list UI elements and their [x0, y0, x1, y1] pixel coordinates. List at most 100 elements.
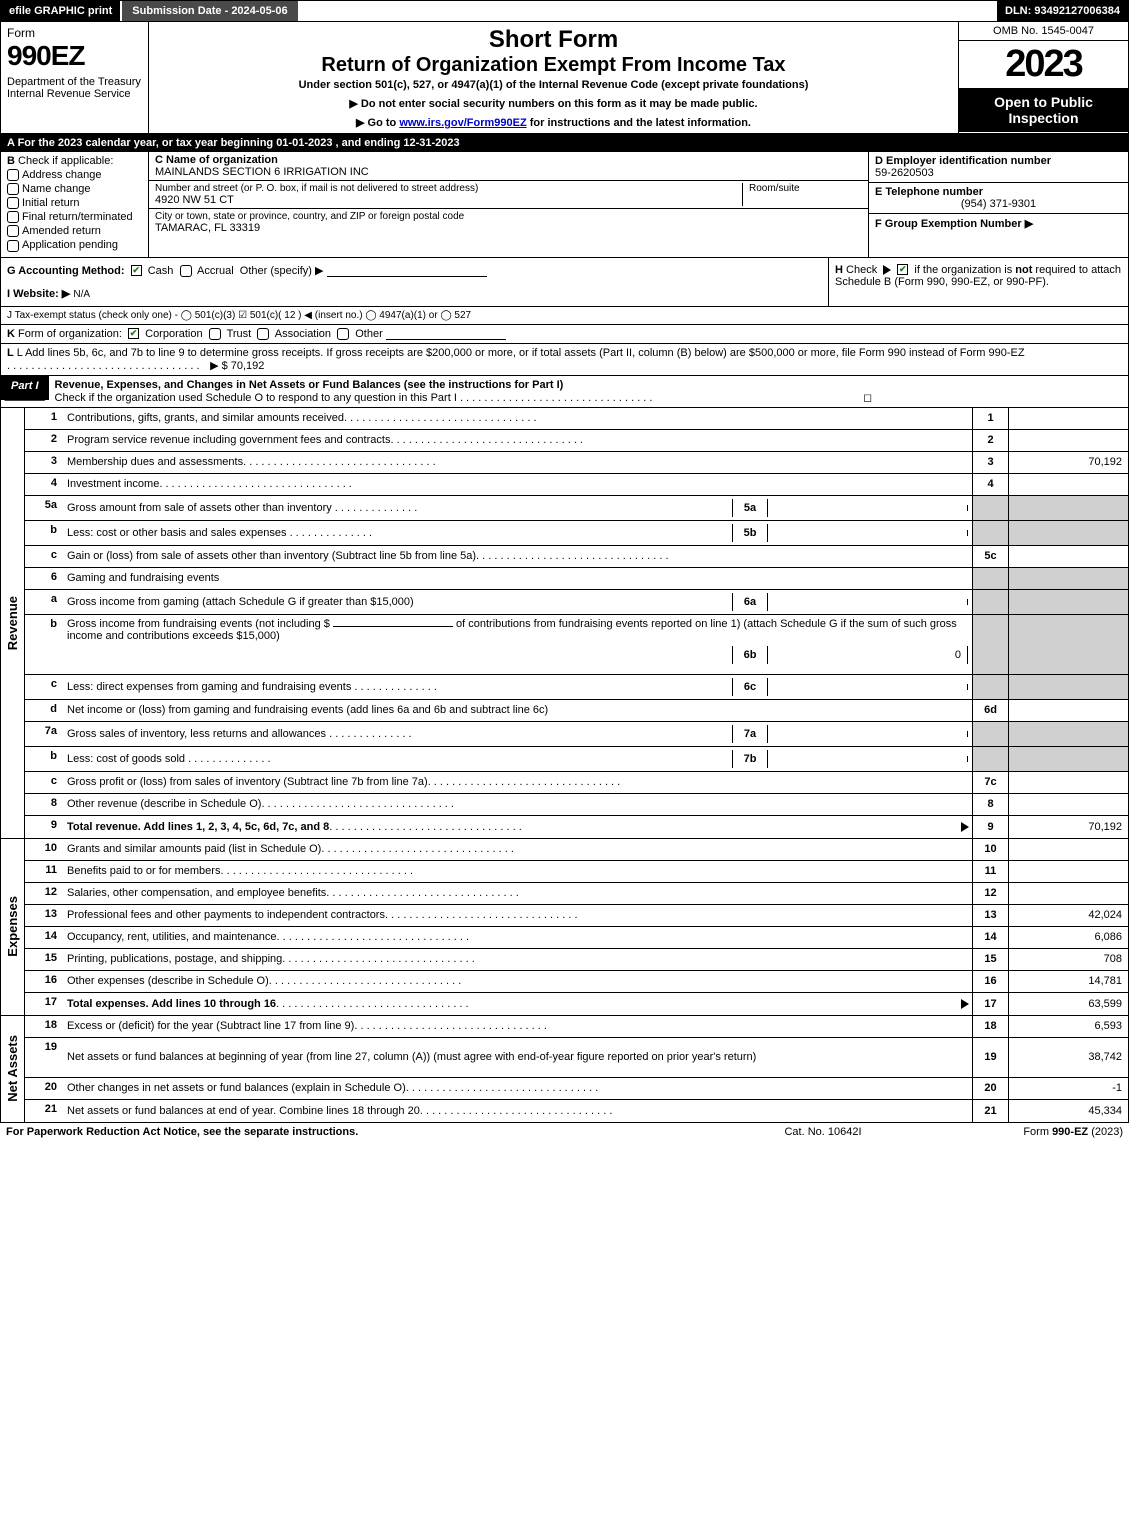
line-7b: bLess: cost of goods sold7b [25, 747, 1128, 772]
part1-desc: Revenue, Expenses, and Changes in Net As… [49, 376, 1128, 407]
line-14: 14Occupancy, rent, utilities, and mainte… [25, 927, 1128, 949]
val-3: 70,192 [1008, 452, 1128, 473]
chk-accrual[interactable] [180, 265, 192, 277]
triangle-icon [883, 265, 891, 275]
ein-value: 59-2620503 [875, 167, 934, 179]
form-number: 990EZ [7, 40, 142, 72]
revenue-side-label: Revenue [1, 408, 25, 838]
submission-date: Submission Date - 2024-05-06 [120, 1, 297, 21]
line-6: 6Gaming and fundraising events [25, 568, 1128, 590]
e-label: E Telephone number [875, 186, 983, 198]
chk-initial[interactable]: Initial return [7, 197, 142, 209]
ein-cell: D Employer identification number 59-2620… [869, 152, 1128, 183]
f-label: F Group Exemption Number ▶ [875, 218, 1033, 230]
val-20: -1 [1008, 1078, 1128, 1099]
row-i: I Website: ▶ N/A [7, 287, 822, 300]
line-17: 17Total expenses. Add lines 10 through 1… [25, 993, 1128, 1015]
goto-post: for instructions and the latest informat… [527, 117, 751, 129]
chk-amended[interactable]: Amended return [7, 225, 142, 237]
line-11: 11Benefits paid to or for members 11 [25, 861, 1128, 883]
val-6b: 0 [768, 646, 968, 664]
c-label: C Name of organization [155, 154, 278, 166]
chk-cash[interactable] [131, 265, 142, 276]
top-bar: efile GRAPHIC print Submission Date - 20… [0, 0, 1129, 22]
efile-print[interactable]: efile GRAPHIC print [1, 1, 120, 21]
part1-title: Revenue, Expenses, and Changes in Net As… [55, 379, 564, 391]
tax-year: 2023 [959, 41, 1128, 88]
line-7c: cGross profit or (loss) from sales of in… [25, 772, 1128, 794]
line-6d: dNet income or (loss) from gaming and fu… [25, 700, 1128, 722]
dln: DLN: 93492127006384 [997, 1, 1128, 21]
l-amount: ▶ $ 70,192 [210, 360, 264, 372]
val-13: 42,024 [1008, 905, 1128, 926]
group-exempt-cell: F Group Exemption Number ▶ [869, 214, 1128, 233]
city-label: City or town, state or province, country… [155, 211, 862, 222]
row-g: G Accounting Method: Cash Accrual Other … [1, 258, 828, 306]
line-6b: b Gross income from fundraising events (… [25, 615, 1128, 675]
val-4 [1008, 474, 1128, 495]
val-17: 63,599 [1008, 993, 1128, 1015]
phone-value: (954) 371-9301 [875, 198, 1122, 210]
expenses-group: Expenses 10Grants and similar amounts pa… [1, 839, 1128, 1016]
form-header: Form 990EZ Department of the TreasuryInt… [0, 22, 1129, 134]
val-19: 38,742 [1008, 1038, 1128, 1077]
chk-other-org[interactable] [337, 328, 349, 340]
omb-number: OMB No. 1545-0047 [959, 22, 1128, 41]
irs-link[interactable]: www.irs.gov/Form990EZ [399, 117, 526, 129]
open-inspection: Open to Public Inspection [959, 88, 1128, 132]
room-label: Room/suite [749, 183, 862, 194]
line-13: 13Professional fees and other payments t… [25, 905, 1128, 927]
chk-sched-b[interactable] [897, 264, 908, 275]
line-5b: bLess: cost or other basis and sales exp… [25, 521, 1128, 546]
addr-value: 4920 NW 51 CT [155, 194, 742, 206]
ledger: Revenue 1Contributions, gifts, grants, a… [0, 408, 1129, 1123]
line-20: 20Other changes in net assets or fund ba… [25, 1078, 1128, 1100]
line-12: 12Salaries, other compensation, and empl… [25, 883, 1128, 905]
l-text: L Add lines 5b, 6c, and 7b to line 9 to … [17, 347, 1025, 359]
form-word: Form [7, 26, 142, 40]
warning-ssn: ▶ Do not enter social security numbers o… [155, 97, 952, 110]
return-title: Return of Organization Exempt From Incom… [155, 54, 952, 77]
chk-address[interactable]: Address change [7, 169, 142, 181]
other-org-blank[interactable] [386, 328, 506, 340]
chk-corp[interactable] [128, 328, 139, 339]
chk-trust[interactable] [209, 328, 221, 340]
val-1 [1008, 408, 1128, 429]
i-label: I Website: ▶ [7, 288, 70, 300]
b-title: B Check if applicable: [7, 155, 142, 167]
expenses-side-label: Expenses [1, 839, 25, 1015]
chk-final[interactable]: Final return/terminated [7, 211, 142, 223]
chk-name[interactable]: Name change [7, 183, 142, 195]
chk-assoc[interactable] [257, 328, 269, 340]
spacer [298, 1, 997, 21]
cat-number: Cat. No. 10642I [723, 1126, 923, 1138]
val-18: 6,593 [1008, 1016, 1128, 1037]
chk-pending[interactable]: Application pending [7, 239, 142, 251]
part1-sub: Check if the organization used Schedule … [55, 392, 457, 404]
form-footer: Form 990-EZ (2023) [923, 1126, 1123, 1138]
website-value: N/A [73, 289, 90, 300]
short-form: Short Form [155, 26, 952, 54]
other-specify-blank[interactable] [327, 265, 487, 277]
dept-label: Department of the TreasuryInternal Reven… [7, 76, 142, 100]
paperwork-notice: For Paperwork Reduction Act Notice, see … [6, 1126, 723, 1138]
form-id-block: Form 990EZ Department of the TreasuryInt… [1, 22, 149, 133]
line-10: 10Grants and similar amounts paid (list … [25, 839, 1128, 861]
part1-sub-chk[interactable]: ◻ [863, 392, 872, 404]
g-label: G Accounting Method: [7, 265, 125, 277]
line-1: 1Contributions, gifts, grants, and simil… [25, 408, 1128, 430]
line-5a: 5aGross amount from sale of assets other… [25, 496, 1128, 521]
line-6c: cLess: direct expenses from gaming and f… [25, 675, 1128, 700]
line-19: 19Net assets or fund balances at beginni… [25, 1038, 1128, 1078]
line-6a: aGross income from gaming (attach Schedu… [25, 590, 1128, 615]
line-8: 8Other revenue (describe in Schedule O) … [25, 794, 1128, 816]
section-def: D Employer identification number 59-2620… [868, 152, 1128, 257]
netassets-group: Net Assets 18Excess or (deficit) for the… [1, 1016, 1128, 1123]
section-c: C Name of organization MAINLANDS SECTION… [149, 152, 868, 257]
row-h: H Check if the organization is not requi… [828, 258, 1128, 306]
addr-cell: Number and street (or P. O. box, if mail… [149, 181, 868, 209]
row-a-period: A For the 2023 calendar year, or tax yea… [0, 134, 1129, 152]
city-cell: City or town, state or province, country… [149, 209, 868, 236]
val-9: 70,192 [1008, 816, 1128, 838]
org-name: MAINLANDS SECTION 6 IRRIGATION INC [155, 166, 862, 178]
